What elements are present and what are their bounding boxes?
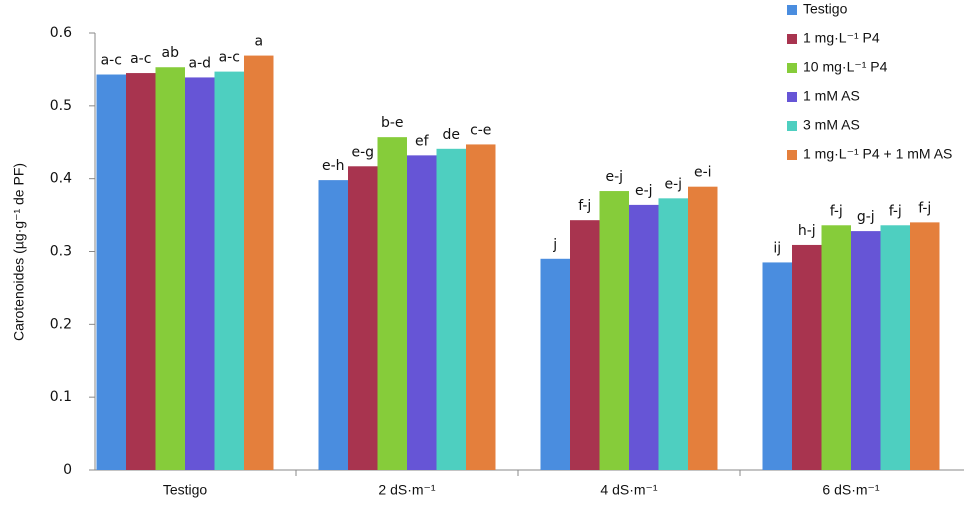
bar xyxy=(318,180,348,470)
x-tick-label: 4 dS·m⁻¹ xyxy=(600,482,658,498)
bar-letter: e-j xyxy=(664,176,682,192)
bar-letter: e-g xyxy=(351,144,374,160)
bar xyxy=(96,74,126,470)
x-tick-label: 6 dS·m⁻¹ xyxy=(822,482,880,498)
bar-letter: a-c xyxy=(219,50,240,66)
bar xyxy=(658,198,688,470)
bar-letter: f-j xyxy=(830,203,843,219)
y-tick-label: 0.5 xyxy=(50,98,72,114)
bar xyxy=(762,262,792,470)
bar-letter: c-e xyxy=(470,122,491,138)
legend-swatch xyxy=(787,5,797,15)
legend-swatch xyxy=(787,121,797,131)
bar-letter: e-i xyxy=(694,165,712,181)
bar-letter: f-j xyxy=(918,200,931,216)
bar-letter: f-j xyxy=(578,198,591,214)
bar-letter: ef xyxy=(415,133,430,149)
bar xyxy=(629,204,659,471)
bar xyxy=(407,155,437,471)
bar-letter: h-j xyxy=(798,223,816,239)
legend-swatch xyxy=(787,34,797,44)
bar-letter: e-j xyxy=(605,169,623,185)
legend-swatch xyxy=(787,63,797,73)
bar xyxy=(214,71,244,470)
bar-letter: de xyxy=(443,127,461,143)
bar xyxy=(792,244,822,470)
bar-letter: ij xyxy=(773,240,781,256)
legend-label: 1 mg·L⁻¹ P4 + 1 mM AS xyxy=(803,146,952,162)
y-tick-label: 0 xyxy=(63,462,72,478)
bar-letter: f-j xyxy=(889,203,902,219)
y-axis-label: Carotenoides (µg·g⁻¹ de PF) xyxy=(11,163,27,341)
bar xyxy=(910,222,940,470)
bar-letter: a-d xyxy=(188,55,211,71)
bar xyxy=(851,231,881,470)
y-tick-label: 0.4 xyxy=(50,171,72,187)
y-tick-label: 0.2 xyxy=(50,316,72,332)
bar-letter: e-j xyxy=(635,183,653,199)
bar xyxy=(821,225,851,470)
y-tick-label: 0.6 xyxy=(50,25,72,41)
bar-letter: e-h xyxy=(322,158,345,174)
bar-letter: a xyxy=(254,34,263,50)
legend-swatch xyxy=(787,92,797,102)
bar-letter: a-c xyxy=(101,53,122,69)
bar xyxy=(466,144,496,470)
legend-label: Testigo xyxy=(803,1,848,17)
y-tick-label: 0.3 xyxy=(50,244,72,260)
bar xyxy=(126,73,156,470)
bar-letter: a-c xyxy=(130,51,151,67)
bar xyxy=(185,77,215,470)
bar-letter: ab xyxy=(162,45,180,61)
bar xyxy=(540,258,570,470)
legend-label: 10 mg·L⁻¹ P4 xyxy=(803,59,888,75)
bar-letter: b-e xyxy=(381,115,404,131)
bar xyxy=(244,55,274,470)
legend-label: 1 mM AS xyxy=(803,88,860,104)
bar-letter: g-j xyxy=(857,209,875,225)
bar xyxy=(348,166,378,470)
bar xyxy=(436,148,466,470)
legend-swatch xyxy=(787,150,797,160)
bar xyxy=(599,191,629,470)
x-tick-label: 2 dS·m⁻¹ xyxy=(378,482,436,498)
bar xyxy=(688,186,718,470)
bar xyxy=(155,67,185,471)
bar xyxy=(377,137,407,470)
bar xyxy=(880,225,910,470)
bar xyxy=(570,220,600,470)
legend-label: 1 mg·L⁻¹ P4 xyxy=(803,30,880,46)
legend-label: 3 mM AS xyxy=(803,117,860,133)
y-tick-label: 0.1 xyxy=(50,389,72,405)
bar-letter: j xyxy=(552,237,557,253)
x-tick-label: Testigo xyxy=(163,482,208,498)
